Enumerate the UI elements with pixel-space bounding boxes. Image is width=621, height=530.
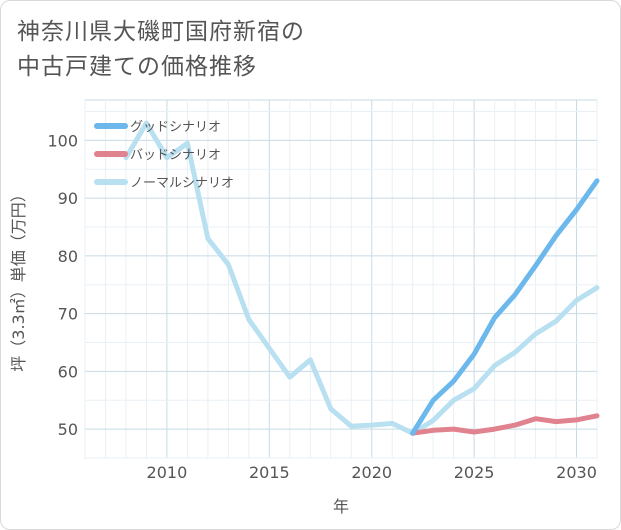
x-tick-label: 2020 — [351, 463, 392, 482]
chart-title-line-2: 中古戸建ての価格推移 — [17, 54, 257, 80]
y-axis-label: 坪（3.3㎡）単価（万円） — [9, 186, 28, 371]
x-tick-label: 2030 — [556, 463, 597, 482]
y-tick-label: 50 — [58, 420, 78, 439]
y-tick-label: 60 — [58, 362, 78, 381]
x-tick-label: 2015 — [249, 463, 290, 482]
series-line-1 — [410, 413, 600, 436]
legend-label-1: バッドシナリオ — [130, 148, 221, 163]
y-tick-label: 100 — [47, 131, 78, 150]
x-axis-label: 年 — [333, 497, 349, 516]
y-tick-label: 80 — [58, 247, 78, 266]
series-line-0 — [410, 178, 600, 436]
chart-title: 神奈川県大磯町国府新宿の 中古戸建ての価格推移 — [17, 15, 305, 85]
chart-title-line-1: 神奈川県大磯町国府新宿の — [17, 19, 305, 45]
y-tick-label: 70 — [58, 305, 78, 324]
legend-label-2: ノーマルシナリオ — [130, 176, 234, 191]
legend-label-0: グッドシナリオ — [130, 120, 221, 135]
x-tick-label: 2010 — [147, 463, 188, 482]
series-lines — [123, 120, 600, 436]
tick-labels: 2010 2015 2020 2025 2030 50 60 70 80 90 100 — [47, 131, 596, 482]
series-line-2 — [123, 120, 600, 436]
y-tick-label: 90 — [58, 189, 78, 208]
x-tick-label: 2025 — [454, 463, 495, 482]
